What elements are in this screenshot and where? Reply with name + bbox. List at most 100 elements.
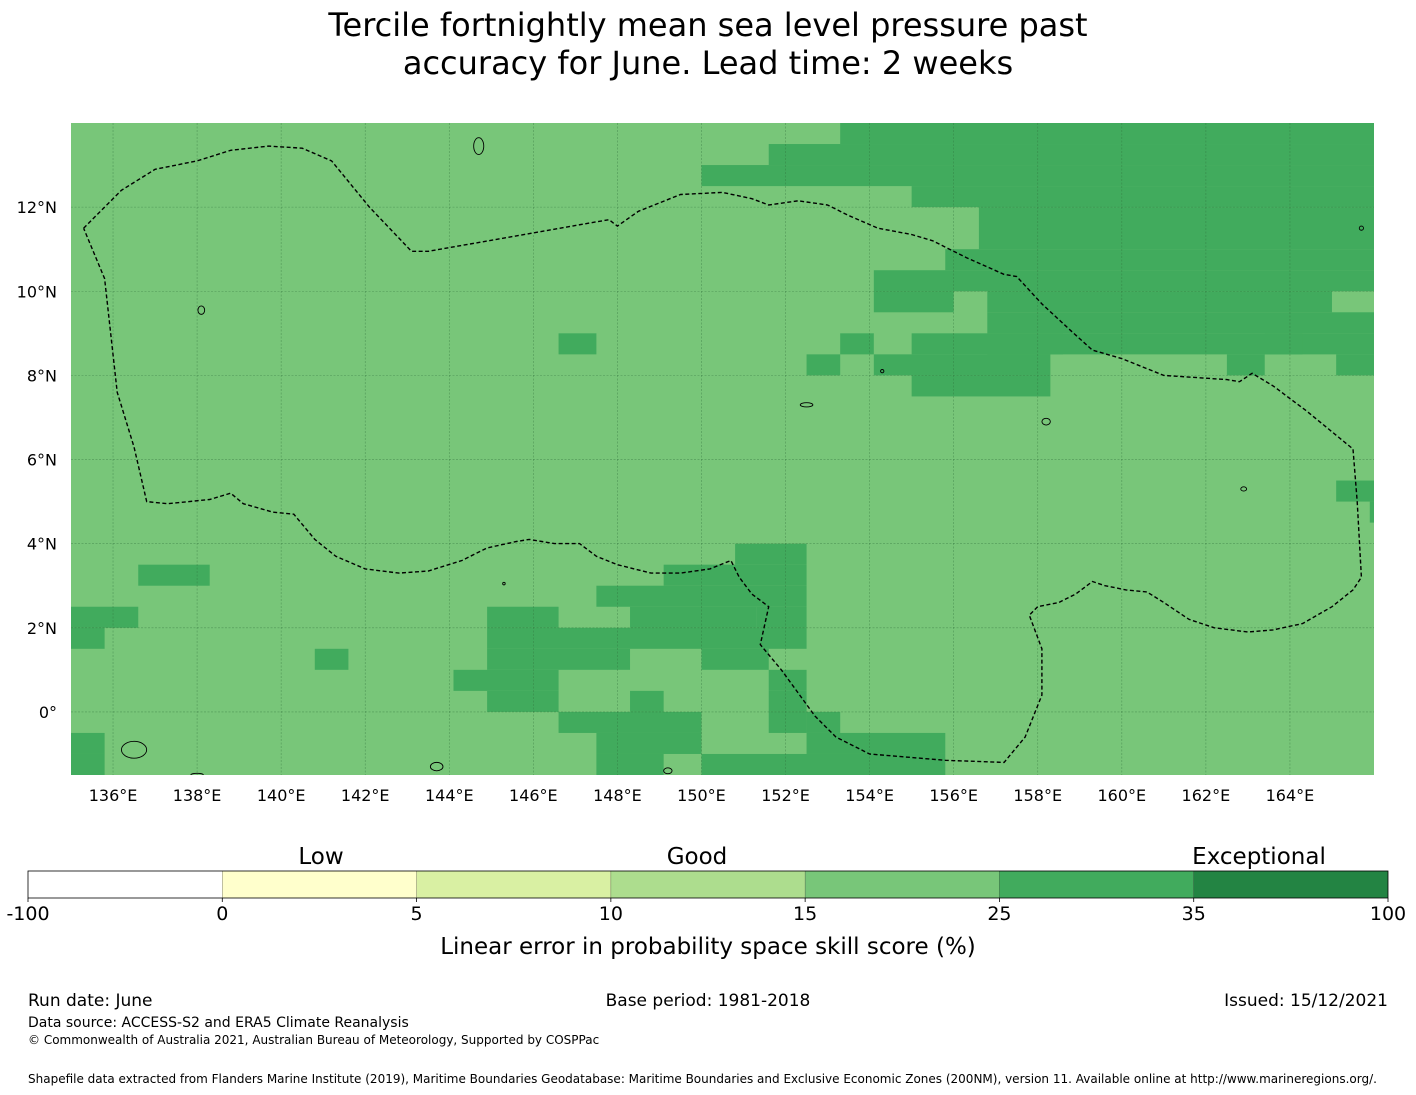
colorbar-category-label: Exceptional [1192, 844, 1326, 870]
grid-cell-high-skill [71, 627, 105, 649]
grid-cell-high-skill [768, 711, 807, 733]
grid-cell-high-skill [701, 648, 769, 670]
lon-tick-label: 138°E [173, 786, 222, 805]
run-date: Run date: June [28, 991, 153, 1011]
grid-cell-high-skill [768, 144, 1374, 166]
island-outline [663, 767, 673, 775]
colorbar: -100 0 5 10 15 25 35 100 Low Good Exceptional Linea… [6, 844, 1406, 960]
colorbar-tick-label: -100 [6, 903, 49, 925]
grid-cell-high-skill [911, 333, 1127, 355]
lon-tick-label: 144°E [425, 786, 474, 805]
grid-cell-high-skill [487, 690, 559, 712]
map-plot-area [71, 123, 1374, 775]
grid-cell-high-skill [840, 333, 874, 355]
colorbar-tick-label: 0 [216, 903, 228, 925]
lon-tick-label: 140°E [257, 786, 306, 805]
colorbar-tick-label: 5 [411, 903, 423, 925]
skill-map: 136°E 138°E 140°E 142°E 144°E 146°E 148°E 150°E… [17, 123, 1374, 805]
colorbar-tick-label: 25 [987, 903, 1011, 925]
map-title-line-2: accuracy for June. Lead time: 2 weeks [402, 44, 1014, 82]
colorbar-segment [28, 871, 223, 898]
grid-cell-high-skill [911, 375, 1051, 397]
colorbar-segment [222, 871, 417, 898]
island-outline [1240, 486, 1248, 492]
colorbar-tick-label: 35 [1182, 903, 1206, 925]
lon-tick-label: 150°E [677, 786, 726, 805]
colorbar-title: Linear error in probability space skill … [440, 934, 976, 960]
lon-tick-label: 146°E [509, 786, 558, 805]
grid-cell-high-skill [756, 606, 807, 628]
colorbar-tick-label: 10 [599, 903, 623, 925]
map-title: Tercile fortnightly mean sea level press… [0, 6, 1416, 82]
grid-cell-high-skill [487, 648, 631, 670]
lat-tick-label: 4°N [27, 535, 57, 554]
lat-tick-label: 6°N [27, 451, 57, 470]
grid-cell-high-skill [663, 564, 807, 586]
lon-tick-label: 162°E [1182, 786, 1231, 805]
grid-cell-high-skill [987, 312, 1374, 334]
grid-cell-high-skill [911, 186, 1374, 208]
base-period: Base period: 1981-2018 [605, 991, 811, 1011]
colorbar-tick-label: 100 [1370, 903, 1406, 925]
island-outline [473, 137, 485, 155]
colorbar-category-label: Good [667, 844, 728, 870]
island-outline [880, 369, 885, 374]
grid-cell-high-skill [487, 627, 807, 649]
grid-cell-high-skill [840, 123, 1374, 145]
grid-cell-high-skill [978, 207, 1374, 250]
grid-cell-high-skill [987, 291, 1332, 313]
grid-cell-high-skill [806, 354, 841, 376]
grid-cell-high-skill [71, 606, 139, 628]
lon-tick-label: 142°E [341, 786, 390, 805]
grid-cell-high-skill [768, 669, 807, 691]
lon-tick-label: 156°E [929, 786, 978, 805]
grid-cell-high-skill [630, 690, 664, 712]
lon-tick-label: 152°E [761, 786, 810, 805]
colorbar-segment [999, 871, 1194, 898]
island-outline [190, 772, 204, 775]
island-outline [197, 305, 206, 315]
island-outline [1358, 225, 1364, 231]
lat-tick-label: 12°N [17, 198, 57, 217]
lat-tick-label: 8°N [27, 366, 57, 385]
colorbar-category-label: Low [298, 844, 343, 870]
colorbar-segment [1193, 871, 1388, 898]
island-outline [799, 402, 814, 408]
grid-cell-high-skill [1126, 333, 1374, 355]
eez-boundary [82, 145, 1363, 764]
grid-cell-high-skill [1336, 354, 1374, 376]
grid-cell-high-skill [806, 732, 946, 754]
lat-tick-label: 0° [39, 703, 57, 722]
grid-cell-high-skill [735, 543, 807, 565]
lat-tick-label: 10°N [17, 282, 57, 301]
grid-cell-high-skill [453, 669, 559, 691]
lat-tick-label: 2°N [27, 619, 57, 638]
grid-cell-high-skill [138, 564, 210, 586]
colorbar-segment [805, 871, 1000, 898]
grid-cell-high-skill [1369, 501, 1374, 523]
shapefile-credit: Shapefile data extracted from Flanders M… [28, 1072, 1377, 1086]
grid-cell-high-skill [1226, 354, 1265, 376]
grid-cell-high-skill [71, 753, 105, 775]
lon-tick-label: 160°E [1097, 786, 1146, 805]
grid-cell-high-skill [487, 606, 559, 628]
island-outline [502, 581, 506, 586]
grid-cell-high-skill [806, 711, 841, 733]
grid-cell-high-skill [558, 333, 597, 355]
copyright-notice: © Commonwealth of Australia 2021, Austra… [28, 1033, 600, 1047]
lon-tick-label: 148°E [593, 786, 642, 805]
grid-cell-high-skill [1336, 480, 1374, 502]
grid-cell-high-skill [596, 753, 664, 775]
grid-cell-high-skill [314, 648, 349, 670]
grid-cell-high-skill [701, 753, 946, 775]
grid-cell-high-skill [71, 732, 105, 754]
colorbar-segment [416, 871, 611, 898]
island-outline [120, 740, 148, 759]
grid-cell-high-skill [873, 270, 1374, 292]
grid-cell-high-skill [945, 249, 1374, 271]
lon-tick-label: 136°E [89, 786, 138, 805]
lon-tick-label: 158°E [1013, 786, 1062, 805]
island-outline [429, 761, 444, 772]
grid-cell-high-skill [1264, 333, 1303, 355]
